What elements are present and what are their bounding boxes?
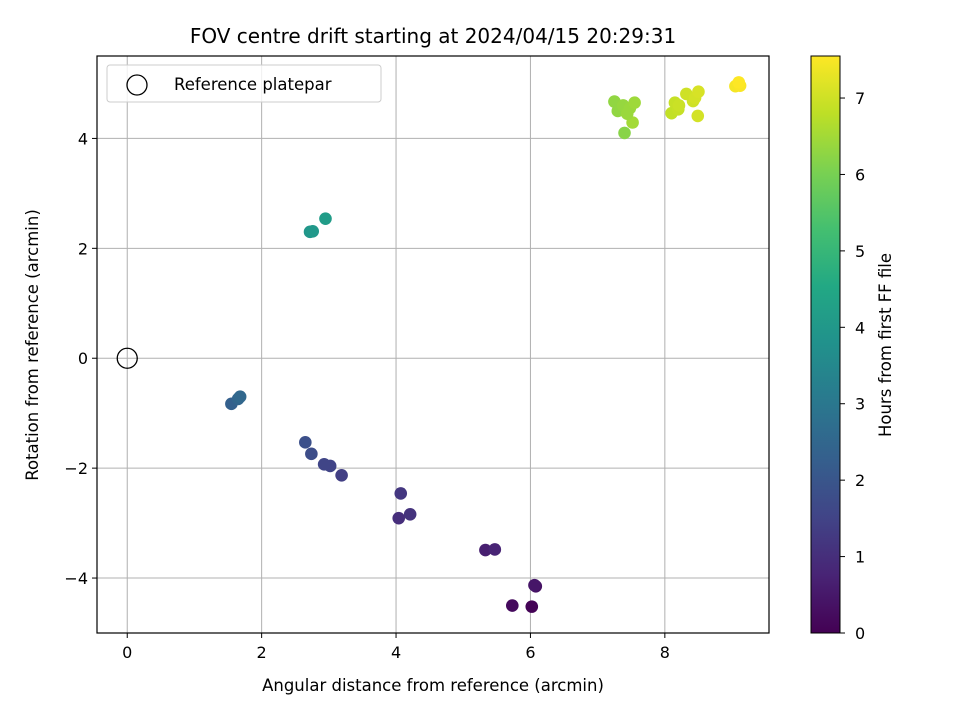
data-point bbox=[620, 107, 634, 120]
data-points bbox=[116, 76, 747, 613]
y-tick-label: 2 bbox=[78, 239, 88, 258]
colorbar-tick-label: 2 bbox=[855, 471, 865, 490]
x-tick-label: 4 bbox=[391, 643, 401, 662]
colorbar-frame bbox=[810, 55, 841, 634]
colorbar-label: Hours from first FF file bbox=[876, 253, 895, 437]
data-point bbox=[403, 508, 417, 521]
plot-frame bbox=[96, 55, 770, 634]
chart-title: FOV centre drift starting at 2024/04/15 … bbox=[190, 24, 676, 48]
colorbar bbox=[811, 56, 840, 633]
x-tick-label: 6 bbox=[525, 643, 535, 662]
data-point bbox=[525, 600, 539, 613]
legend-box bbox=[106, 64, 382, 103]
data-point bbox=[528, 578, 541, 592]
data-point bbox=[317, 457, 331, 471]
grid-lines bbox=[97, 56, 769, 633]
data-point bbox=[618, 126, 631, 140]
colorbar-tick-label: 6 bbox=[855, 165, 865, 184]
x-tick-label: 0 bbox=[122, 643, 132, 662]
x-axis-label: Angular distance from reference (arcmin) bbox=[262, 676, 604, 695]
y-tick-label: −2 bbox=[64, 459, 88, 478]
data-point bbox=[306, 224, 320, 238]
data-point bbox=[488, 543, 502, 556]
x-axis-ticks: 0 2 4 6 8 bbox=[122, 633, 670, 662]
legend-entry-label: Reference platepar bbox=[174, 75, 332, 94]
legend-marker-icon bbox=[126, 74, 148, 96]
y-axis-ticks: −4 −2 0 2 4 bbox=[64, 129, 97, 588]
data-point bbox=[692, 85, 705, 99]
data-point bbox=[628, 96, 641, 110]
data-point bbox=[691, 109, 705, 123]
colorbar-ticks: 0 1 2 3 4 5 6 7 bbox=[840, 89, 865, 643]
data-point bbox=[672, 99, 686, 112]
data-point bbox=[505, 599, 519, 612]
y-tick-label: 4 bbox=[78, 129, 88, 148]
reference-platepar-point bbox=[116, 347, 138, 369]
data-point bbox=[392, 511, 406, 525]
legend: Reference platepar bbox=[106, 64, 382, 103]
data-point bbox=[479, 543, 492, 557]
y-tick-label: −4 bbox=[64, 569, 88, 588]
colorbar-tick-label: 0 bbox=[855, 624, 865, 643]
colorbar-tick-label: 3 bbox=[855, 395, 865, 414]
data-point bbox=[335, 468, 348, 482]
data-point bbox=[233, 390, 247, 404]
data-point bbox=[394, 487, 408, 500]
data-point bbox=[732, 76, 746, 89]
data-point bbox=[299, 436, 312, 449]
data-point bbox=[319, 212, 332, 225]
colorbar-tick-label: 1 bbox=[855, 548, 865, 567]
colorbar-tick-label: 5 bbox=[855, 242, 865, 261]
y-axis-label: Rotation from reference (arcmin) bbox=[23, 209, 42, 481]
colorbar-tick-label: 4 bbox=[855, 318, 865, 337]
colorbar-tick-label: 7 bbox=[855, 89, 865, 108]
data-point bbox=[305, 447, 318, 461]
y-tick-label: 0 bbox=[78, 349, 88, 368]
x-tick-label: 8 bbox=[660, 643, 670, 662]
x-tick-label: 2 bbox=[257, 643, 267, 662]
